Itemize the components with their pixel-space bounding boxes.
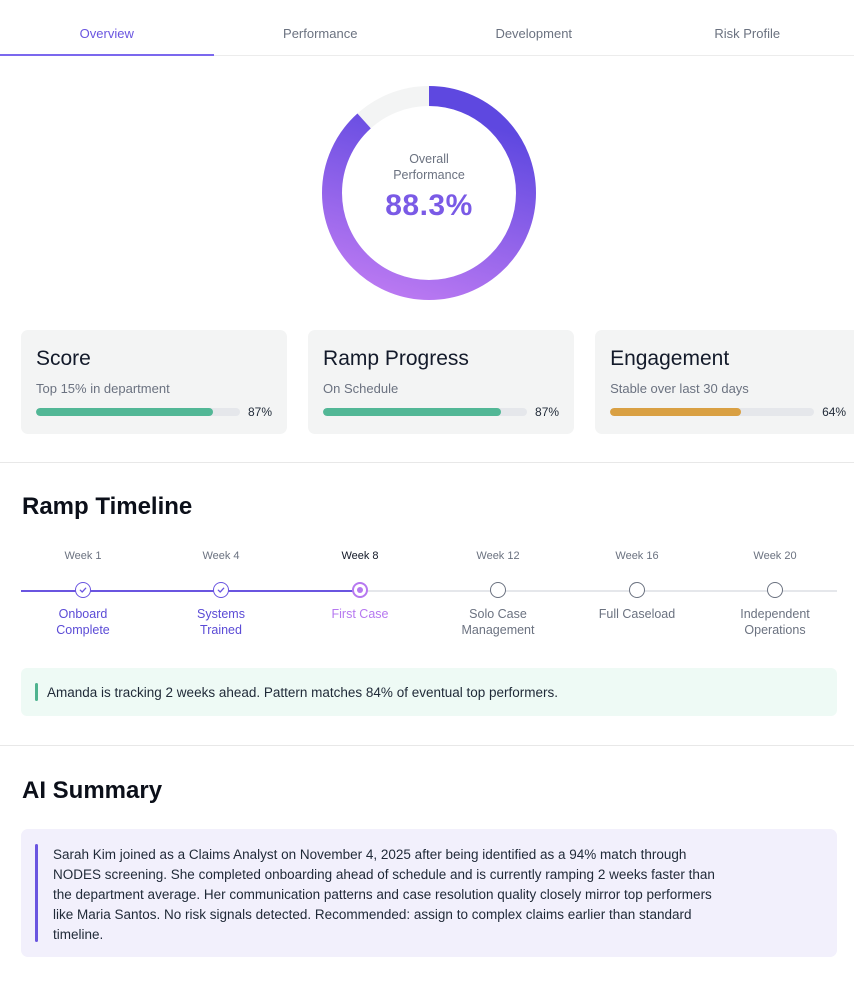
empty-circle-icon [767, 582, 783, 598]
progress-percent: 87% [248, 405, 273, 419]
step-week: Week 4 [202, 550, 240, 562]
step-label: Solo Case Management [461, 607, 535, 637]
metric-cards: Score Top 15% in department 87% Ramp Pro… [21, 330, 854, 434]
step-label: Systems Trained [197, 607, 245, 637]
overall-value: 88.3% [385, 189, 473, 222]
current-step-dot-icon [352, 582, 368, 598]
insight-text: Amanda is tracking 2 weeks ahead. Patter… [47, 684, 559, 700]
donut-chart-icon [322, 86, 536, 300]
score-card: Score Top 15% in department 87% [21, 330, 288, 434]
step-label: Onboard Complete [56, 607, 110, 637]
timeline-progress-line [21, 590, 360, 592]
timeline-step-week-1[interactable]: Week 1 Onboard Complete [14, 545, 152, 638]
tab-development[interactable]: Development [495, 26, 573, 41]
check-circle-icon [75, 582, 91, 598]
tab-overview[interactable]: Overview [0, 0, 214, 56]
timeline-step-week-8[interactable]: Week 8 First Case [291, 545, 429, 622]
card-subtitle: Top 15% in department [36, 381, 170, 396]
step-week: Week 16 [615, 550, 659, 562]
timeline-step-week-20[interactable]: Week 20 Independent Operations [706, 545, 844, 638]
card-subtitle: On Schedule [323, 381, 399, 396]
summary-accent-bar [35, 844, 38, 942]
ai-summary-box: Sarah Kim joined as a Claims Analyst on … [21, 829, 837, 957]
ramp-timeline-title: Ramp Timeline [22, 493, 193, 520]
step-week: Week 8 [341, 550, 379, 562]
tab-performance[interactable]: Performance [283, 26, 358, 41]
section-divider [0, 462, 854, 463]
step-label: First Case [331, 607, 389, 621]
progress-fill [610, 408, 741, 416]
progress-percent: 87% [535, 405, 560, 419]
engagement-card: Engagement Stable over last 30 days 64% [595, 330, 854, 434]
donut-center: Overall Performance 88.3% [320, 84, 538, 302]
progress-bar [610, 408, 815, 416]
progress-fill [323, 408, 501, 416]
step-week: Week 12 [476, 550, 520, 562]
ai-summary-title: AI Summary [22, 777, 163, 804]
overall-label: Overall Performance [393, 151, 465, 183]
progress-bar [323, 408, 528, 416]
card-title: Ramp Progress [323, 347, 469, 370]
overall-label-line2: Performance [393, 168, 465, 182]
overall-performance-donut: Overall Performance 88.3% [320, 84, 538, 302]
check-circle-icon [213, 582, 229, 598]
progress-fill [36, 408, 214, 416]
step-label: Independent Operations [740, 607, 810, 637]
ramp-insight-callout: Amanda is tracking 2 weeks ahead. Patter… [21, 668, 837, 716]
step-week: Week 1 [64, 550, 102, 562]
step-week: Week 20 [753, 550, 797, 562]
tab-risk-profile[interactable]: Risk Profile [714, 26, 781, 41]
progress-bar [36, 408, 240, 416]
empty-circle-icon [629, 582, 645, 598]
progress-percent: 64% [822, 405, 847, 419]
tab-bar: Overview Performance Development Risk Pr… [0, 0, 854, 56]
empty-circle-icon [490, 582, 506, 598]
ramp-progress-card: Ramp Progress On Schedule 87% [308, 330, 575, 434]
step-label: Full Caseload [598, 607, 676, 621]
ramp-timeline: Week 1 Onboard Complete Week 4 Systems Tra… [21, 545, 837, 655]
card-title: Engagement [610, 347, 730, 370]
card-title: Score [36, 347, 91, 370]
timeline-step-week-12[interactable]: Week 12 Solo Case Management [429, 545, 567, 638]
insight-accent-bar [35, 683, 38, 701]
section-divider [0, 745, 854, 746]
card-subtitle: Stable over last 30 days [610, 381, 749, 396]
overall-label-line1: Overall [409, 152, 449, 166]
timeline-step-week-4[interactable]: Week 4 Systems Trained [152, 545, 290, 638]
timeline-step-week-16[interactable]: Week 16 Full Caseload [568, 545, 706, 622]
timeline-remaining-line [360, 590, 837, 592]
ai-summary-text: Sarah Kim joined as a Claims Analyst on … [53, 847, 715, 942]
